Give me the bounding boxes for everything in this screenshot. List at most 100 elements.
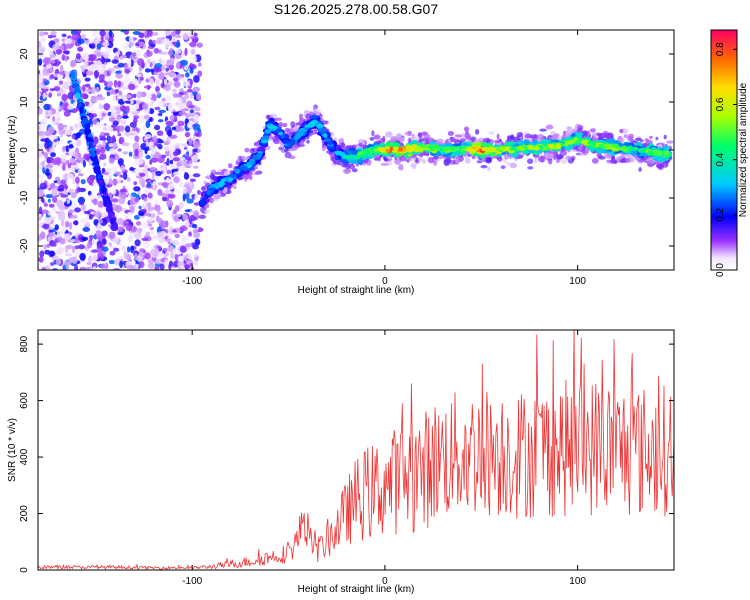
- heatmap-cell: [147, 206, 156, 211]
- colorbar-tick-label: 0.4: [715, 152, 726, 166]
- heatmap-cell: [68, 222, 73, 230]
- heatmap-cell: [623, 134, 629, 139]
- heatmap-cell: [618, 137, 625, 143]
- heatmap-cell: [88, 234, 95, 240]
- heatmap-cell: [551, 134, 559, 140]
- heatmap-cell: [179, 143, 183, 150]
- heatmap-cell: [40, 231, 46, 240]
- heatmap-cell: [72, 109, 77, 114]
- heatmap-cell: [67, 192, 71, 196]
- heatmap-cell: [318, 128, 326, 132]
- heatmap-cell: [142, 103, 149, 110]
- heatmap-cell: [147, 262, 155, 269]
- heatmap-cell: [398, 164, 404, 171]
- heatmap-cell: [553, 155, 557, 161]
- heatmap-cell: [125, 224, 132, 232]
- heatmap-cell: [154, 266, 160, 270]
- heatmap-cell: [172, 229, 177, 233]
- heatmap-cell: [172, 248, 176, 255]
- heatmap-cell: [157, 188, 163, 196]
- heatmap-cell: [182, 143, 189, 148]
- heatmap-cell: [132, 52, 137, 57]
- heatmap-cell: [343, 168, 351, 175]
- heatmap-cell: [114, 51, 121, 56]
- heatmap-cell: [81, 93, 88, 99]
- heatmap-cell: [453, 146, 460, 151]
- heatmap-cell: [61, 219, 65, 227]
- heatmap-cell: [137, 227, 143, 234]
- heatmap-cell: [167, 103, 174, 112]
- heatmap-cell: [260, 139, 269, 144]
- heatmap-cell: [43, 217, 52, 225]
- heatmap-cell: [66, 103, 75, 110]
- heatmap-cell: [596, 149, 605, 154]
- heatmap-cell: [556, 154, 563, 160]
- heatmap-cell: [189, 67, 194, 74]
- heatmap-cell: [95, 37, 99, 41]
- heatmap-cell: [119, 188, 128, 193]
- heatmap-cell: [665, 159, 669, 167]
- heatmap-cell: [83, 210, 92, 215]
- heatmap-cell: [188, 137, 193, 146]
- heatmap-cell: [196, 92, 202, 101]
- heatmap-cell: [61, 146, 66, 153]
- heatmap-cell: [197, 62, 202, 67]
- heatmap-cell: [49, 262, 55, 266]
- heatmap-cell: [286, 154, 291, 158]
- heatmap-cell: [128, 35, 134, 43]
- heatmap-cell: [149, 213, 156, 219]
- heatmap-cell: [315, 109, 321, 116]
- heatmap-cell: [74, 264, 79, 270]
- heatmap-cell: [132, 93, 137, 98]
- heatmap-cell: [167, 232, 171, 239]
- heatmap-cell: [189, 79, 193, 86]
- heatmap-cell: [56, 92, 62, 97]
- heatmap-cell: [98, 153, 107, 160]
- heatmap-cell: [108, 178, 112, 186]
- heatmap-cell: [145, 231, 150, 237]
- heatmap-cell: [95, 86, 100, 93]
- heatmap-cell: [148, 77, 152, 82]
- heatmap-cell: [92, 136, 99, 145]
- heatmap-cell: [188, 173, 194, 179]
- heatmap-cell: [84, 60, 89, 69]
- heatmap-cell: [129, 56, 137, 60]
- heatmap-cell: [176, 214, 182, 218]
- heatmap-cell: [86, 88, 95, 93]
- heatmap-cell: [40, 138, 48, 142]
- heatmap-cell: [287, 143, 292, 148]
- heatmap-cell: [38, 262, 41, 269]
- heatmap-cell: [167, 129, 173, 137]
- heatmap-cell: [598, 143, 603, 148]
- heatmap-cell: [591, 157, 599, 164]
- heatmap-cell: [104, 132, 110, 136]
- heatmap-cell: [304, 124, 310, 128]
- heatmap-cell: [54, 224, 59, 231]
- heatmap-cell: [188, 104, 195, 109]
- heatmap-cell: [153, 75, 159, 79]
- heatmap-cell: [61, 54, 66, 61]
- heatmap-cell: [144, 85, 152, 89]
- heatmap-cell: [54, 157, 62, 164]
- heatmap-cell: [60, 64, 64, 73]
- heatmap-cell: [173, 77, 179, 82]
- heatmap-cell: [122, 94, 127, 102]
- snr-x-tick-label: 0: [382, 576, 388, 587]
- heatmap-cell: [50, 59, 56, 64]
- heatmap-cell: [275, 128, 284, 133]
- heatmap-cell: [47, 110, 53, 115]
- heatmap-cell: [121, 245, 127, 252]
- heatmap-cell: [193, 75, 200, 83]
- heatmap-cell: [175, 48, 182, 54]
- heatmap-cell: [182, 78, 186, 83]
- heatmap-cell: [182, 32, 189, 40]
- snr-y-tick-label: 400: [19, 448, 30, 465]
- spectrogram-x-tick-label: 100: [569, 276, 586, 287]
- heatmap-cell: [333, 137, 338, 141]
- heatmap-cell: [533, 146, 540, 151]
- heatmap-cell: [103, 211, 108, 218]
- heatmap-cell: [141, 237, 149, 241]
- heatmap-cell: [424, 133, 431, 140]
- heatmap-cell: [489, 148, 496, 152]
- snr-y-tick-label: 600: [19, 392, 30, 409]
